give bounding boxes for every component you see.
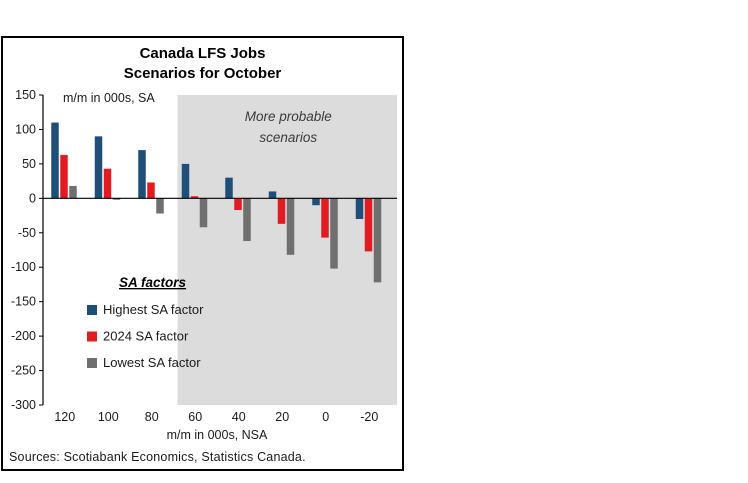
bar-lowest-sa-factor-60 — [199, 198, 208, 228]
chart-title: Canada LFS Jobs Scenarios for October — [3, 44, 402, 83]
x-tick-label: 0 — [322, 410, 329, 424]
bar-2024-sa-factor-40 — [234, 198, 242, 211]
bar-2024-sa-factor-80 — [147, 182, 155, 199]
legend-label-3: Lowest SA factor — [103, 355, 201, 370]
x-tick-label: 120 — [54, 410, 75, 424]
x-tick-label: 80 — [145, 410, 159, 424]
x-tick-label: 40 — [232, 410, 246, 424]
legend-title: SA factors — [119, 275, 187, 290]
x-axis-title: m/m in 000s, NSA — [167, 428, 268, 442]
bar-lowest-sa-factor-120 — [69, 185, 77, 199]
bar-highest-sa-factor-0 — [312, 198, 320, 206]
legend-swatch-1 — [87, 305, 97, 315]
bar-chart: More probable scenarios 150 100 50 0 -50 -100 -1… — [11, 88, 397, 442]
y-tick-label: -100 — [11, 260, 36, 274]
bar-lowest-sa-factor-80 — [156, 198, 164, 214]
y-tick-label: -300 — [11, 398, 36, 412]
bar-2024-sa-factor-60 — [190, 196, 199, 199]
chart-title-line2: Scenarios for October — [123, 64, 282, 82]
bar-highest-sa-factor-60 — [181, 163, 190, 199]
y-axis-title: m/m in 000s, SA — [63, 91, 155, 105]
y-tick-label: 50 — [22, 157, 36, 171]
y-tick-label: 100 — [15, 122, 36, 136]
legend-swatch-2 — [87, 331, 97, 342]
chart-title-line1: Canada LFS Jobs — [139, 45, 266, 62]
bar-2024-sa-factor-0 — [321, 198, 329, 238]
y-tick-label: -200 — [11, 329, 36, 343]
bar-highest-sa-factor-20 — [268, 191, 277, 199]
y-tick-label: 150 — [15, 88, 36, 102]
bar-2024-sa-factor--20 — [364, 198, 373, 252]
bar-highest-sa-factor--20 — [355, 198, 364, 219]
y-tick-label: -50 — [18, 226, 36, 240]
legend-label-2: 2024 SA factor — [103, 329, 189, 344]
bar-lowest-sa-factor-0 — [330, 198, 338, 269]
bar-2024-sa-factor-20 — [277, 198, 286, 224]
x-tick-label: 60 — [188, 410, 202, 424]
bar-2024-sa-factor-100 — [103, 168, 112, 199]
bar-lowest-sa-factor--20 — [373, 198, 382, 283]
legend-label-1: Highest SA factor — [103, 302, 204, 317]
y-tick-label: 0 — [29, 191, 36, 205]
bar-highest-sa-factor-40 — [225, 177, 233, 199]
bar-lowest-sa-factor-100 — [112, 198, 121, 200]
bar-2024-sa-factor-120 — [60, 154, 68, 199]
bar-highest-sa-factor-120 — [51, 122, 59, 199]
bar-highest-sa-factor-100 — [94, 136, 103, 199]
x-tick-label: 100 — [98, 410, 119, 424]
x-tick-label: -20 — [360, 410, 378, 424]
y-tick-label: -150 — [11, 295, 36, 309]
chart-panel: Canada LFS Jobs Scenarios for October Mo… — [1, 36, 404, 471]
shaded-region-label: More probable — [245, 109, 332, 124]
bar-lowest-sa-factor-40 — [243, 198, 251, 242]
x-tick-label: 20 — [275, 410, 289, 424]
legend-swatch-3 — [87, 358, 97, 368]
sources-note: Sources: Scotiabank Economics, Statistic… — [9, 450, 306, 464]
bar-highest-sa-factor-80 — [138, 150, 146, 199]
shaded-region-label: scenarios — [259, 130, 317, 145]
y-tick-label: -250 — [11, 364, 36, 378]
bar-lowest-sa-factor-20 — [286, 198, 295, 255]
